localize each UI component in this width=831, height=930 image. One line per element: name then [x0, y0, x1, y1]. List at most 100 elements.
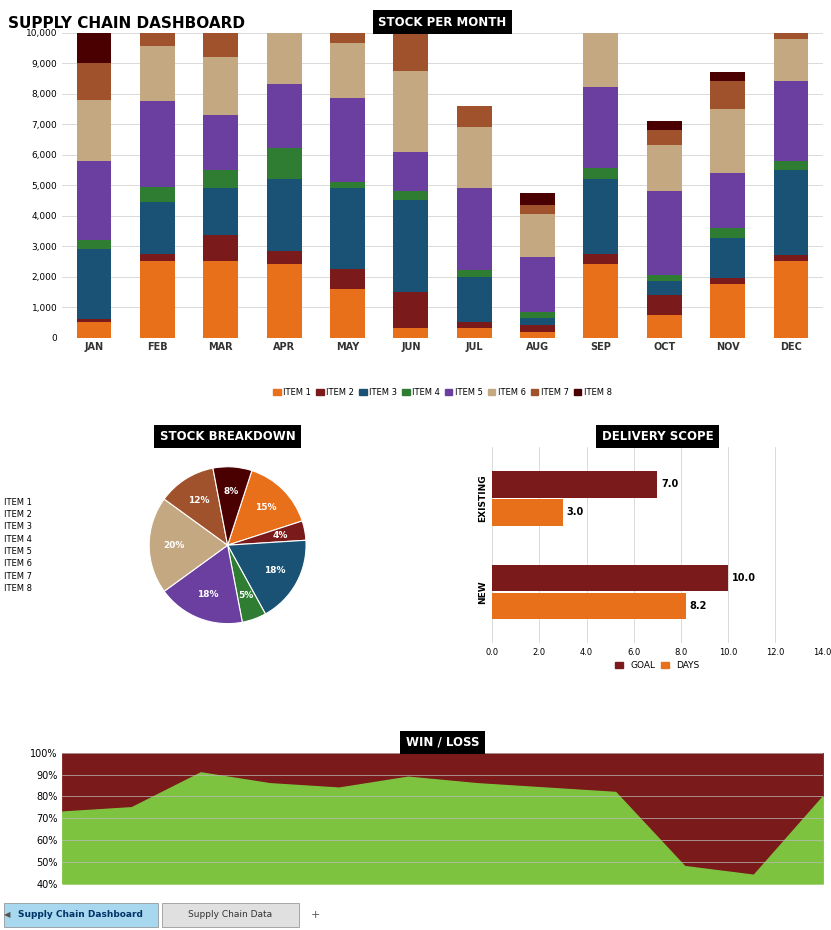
Text: 20%: 20% [164, 540, 185, 550]
Bar [267, 251, 302, 264]
Bar [711, 109, 745, 173]
Wedge shape [150, 499, 228, 591]
Bar [330, 289, 365, 338]
Bar [204, 188, 238, 235]
Bar [393, 71, 428, 152]
Bar [140, 202, 175, 254]
Bar [711, 81, 745, 109]
Text: 4%: 4% [273, 531, 288, 539]
Bar [76, 100, 111, 161]
Bar [583, 168, 618, 179]
Wedge shape [228, 471, 302, 545]
Text: SUPPLY CHAIN DASHBOARD: SUPPLY CHAIN DASHBOARD [8, 16, 245, 31]
Bar [204, 261, 238, 338]
Bar [204, 235, 238, 261]
Bar [76, 161, 111, 240]
Bar [76, 33, 111, 63]
Bar [76, 319, 111, 323]
Bar [647, 145, 681, 192]
Bar [330, 99, 365, 182]
Bar [520, 257, 555, 312]
Bar [76, 240, 111, 249]
Text: 12%: 12% [189, 496, 209, 505]
Bar [583, 8, 618, 31]
Bar [140, 9, 175, 46]
Bar [140, 261, 175, 338]
Text: 15%: 15% [254, 503, 276, 512]
Bar [330, 11, 365, 43]
Text: 8.2: 8.2 [689, 601, 706, 611]
Bar [204, 33, 238, 57]
Bar [774, 81, 809, 161]
Legend: GOAL, DAYS: GOAL, DAYS [612, 658, 703, 674]
Bar [140, 187, 175, 202]
Bar [492, 565, 728, 591]
Text: 3.0: 3.0 [567, 508, 583, 517]
Bar [204, 57, 238, 115]
Bar [267, 85, 302, 149]
Bar [711, 278, 745, 285]
Bar [4, 904, 158, 927]
Wedge shape [165, 545, 243, 624]
Bar [647, 275, 681, 281]
Bar [204, 115, 238, 170]
Bar [711, 285, 745, 338]
Wedge shape [165, 468, 228, 545]
Bar [457, 106, 492, 127]
Bar [393, 192, 428, 200]
Bar [583, 179, 618, 254]
Bar [140, 2, 175, 9]
Bar [520, 318, 555, 325]
Bar [330, 43, 365, 99]
Bar [457, 127, 492, 188]
Bar [457, 271, 492, 276]
Bar [330, 269, 365, 289]
Bar [162, 904, 299, 927]
Bar [457, 188, 492, 271]
Bar [647, 130, 681, 145]
Bar [140, 101, 175, 187]
Title: STOCK PER MONTH: STOCK PER MONTH [378, 16, 507, 29]
Bar [267, 179, 302, 251]
Text: 10.0: 10.0 [732, 573, 755, 583]
Bar [267, 264, 302, 338]
Bar [774, 261, 809, 338]
Title: WIN / LOSS: WIN / LOSS [406, 736, 479, 749]
Bar [393, 31, 428, 71]
Bar [457, 328, 492, 338]
Bar [583, 254, 618, 264]
Bar [393, 328, 428, 338]
Text: 8%: 8% [224, 487, 238, 497]
Bar [520, 214, 555, 257]
Bar [492, 592, 686, 619]
Bar [647, 314, 681, 338]
Bar [492, 472, 657, 498]
Title: STOCK BREAKDOWN: STOCK BREAKDOWN [160, 431, 296, 444]
Text: ◀: ◀ [4, 910, 11, 919]
Bar [647, 281, 681, 295]
Bar [393, 200, 428, 292]
Bar [711, 228, 745, 238]
Text: Supply Chain Data: Supply Chain Data [188, 910, 273, 919]
Legend: ITEM 1, ITEM 2, ITEM 3, ITEM 4, ITEM 5, ITEM 6, ITEM 7, ITEM 8: ITEM 1, ITEM 2, ITEM 3, ITEM 4, ITEM 5, … [270, 384, 615, 400]
Wedge shape [213, 467, 252, 545]
Wedge shape [228, 540, 306, 614]
Bar [774, 33, 809, 39]
Text: 18%: 18% [197, 591, 219, 599]
Bar [583, 31, 618, 87]
Bar [330, 188, 365, 269]
Bar [140, 254, 175, 261]
Title: DELIVERY SCOPE: DELIVERY SCOPE [602, 431, 713, 444]
Bar [520, 312, 555, 318]
Bar [267, 0, 302, 2]
Bar [647, 121, 681, 130]
Bar [774, 161, 809, 170]
Bar [76, 249, 111, 319]
Bar [520, 193, 555, 205]
Bar [393, 2, 428, 31]
Bar [330, 2, 365, 11]
Bar [393, 292, 428, 328]
Bar [267, 2, 302, 33]
Bar [76, 323, 111, 338]
Text: 18%: 18% [263, 566, 285, 576]
